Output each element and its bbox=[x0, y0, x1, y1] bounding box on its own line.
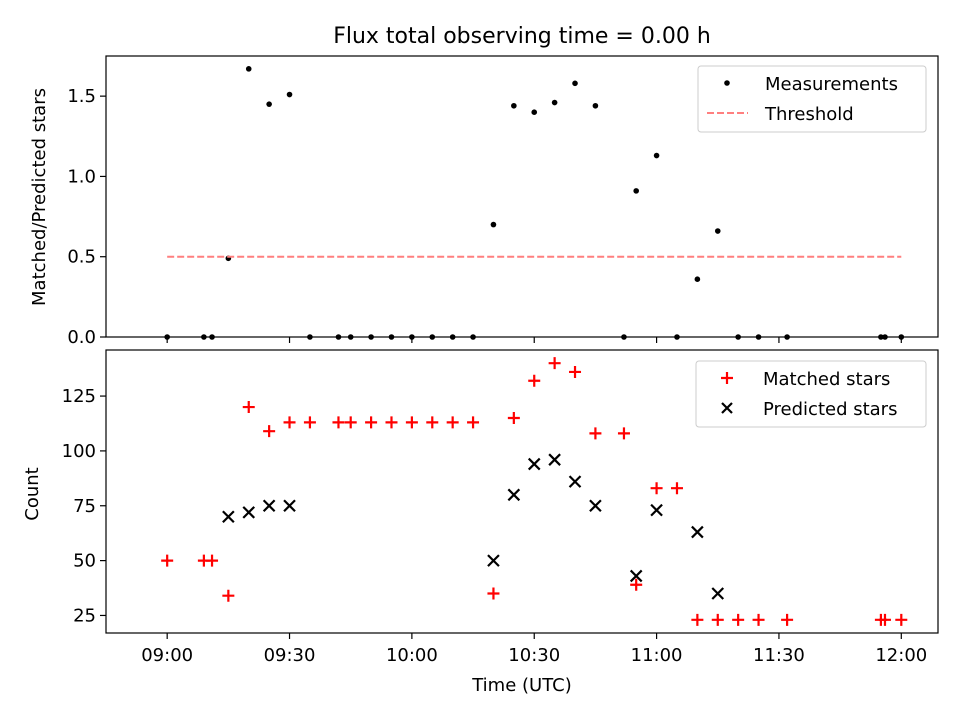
bottom-y-axis-label: Count bbox=[22, 467, 43, 520]
predicted-stars-point bbox=[548, 453, 561, 466]
matched-stars-point bbox=[630, 578, 643, 591]
measurements-point bbox=[266, 101, 272, 107]
predicted-stars-point bbox=[589, 499, 602, 513]
top-y-tick-label: 0.0 bbox=[67, 327, 96, 348]
x-tick-label: 09:00 bbox=[141, 645, 193, 666]
measurements-point bbox=[572, 80, 578, 87]
bottom-axes-frame bbox=[105, 349, 939, 634]
matched-stars-point bbox=[385, 416, 398, 429]
matched-stars-point bbox=[283, 416, 296, 429]
legend-measurements-label: Measurements bbox=[765, 74, 898, 95]
matched-stars-point bbox=[617, 427, 630, 440]
top-legend: Measurements Threshold bbox=[697, 65, 927, 133]
matched-stars-point bbox=[589, 427, 602, 440]
legend-matched-label: Matched stars bbox=[763, 369, 890, 390]
predicted-stars-point bbox=[242, 506, 256, 519]
measurements-point bbox=[531, 109, 538, 115]
bottom-y-tick-label: 75 bbox=[73, 496, 96, 517]
bottom-legend-box bbox=[695, 360, 927, 428]
matched-stars-point bbox=[487, 587, 500, 600]
matched-stars-point bbox=[161, 554, 174, 567]
matched-stars-point bbox=[263, 425, 276, 438]
top-y-tick-label: 0.5 bbox=[67, 247, 96, 268]
matched-stars-point bbox=[878, 613, 891, 626]
top-y-axis-label: Matched/Predicted stars bbox=[29, 88, 50, 306]
measurements-point bbox=[694, 276, 701, 282]
bottom-legend: Matched stars Predicted stars bbox=[695, 360, 927, 428]
predicted-stars-point bbox=[222, 510, 235, 524]
bottom-y-tick-label: 125 bbox=[62, 386, 96, 407]
predicted-stars-point bbox=[711, 587, 725, 600]
top-y-tick-label: 1.0 bbox=[67, 166, 96, 187]
top-plot: 0.0 0.5 1.0 1.5 Matched/Predicted stars Mea… bbox=[29, 55, 939, 348]
matched-stars-point bbox=[895, 613, 908, 626]
measurements-point bbox=[245, 66, 252, 72]
predicted-stars-point bbox=[262, 499, 276, 513]
chart-title: Flux total observing time = 0.00 h bbox=[333, 24, 711, 49]
matched-stars-point bbox=[781, 613, 794, 626]
matched-stars-point bbox=[691, 613, 704, 626]
matched-stars-point bbox=[650, 482, 663, 495]
measurements-point bbox=[714, 228, 721, 234]
bottom-y-tick-label: 100 bbox=[62, 441, 96, 462]
predicted-stars-point bbox=[691, 525, 704, 539]
matched-stars-point bbox=[446, 416, 459, 429]
matched-stars-point bbox=[467, 416, 480, 429]
matched-stars-point bbox=[711, 613, 724, 626]
top-y-tick-label: 1.5 bbox=[67, 86, 96, 107]
x-tick-label: 10:00 bbox=[386, 645, 438, 666]
top-axis-ticks: 0.0 0.5 1.0 1.5 bbox=[67, 86, 902, 348]
legend-matched-marker bbox=[721, 372, 733, 384]
measurements-point bbox=[633, 188, 639, 194]
x-axis-label: Time (UTC) bbox=[471, 675, 572, 696]
measurements-point bbox=[286, 91, 293, 98]
top-data-layer bbox=[164, 66, 905, 340]
x-tick-label: 09:30 bbox=[264, 645, 316, 666]
legend-predicted-label: Predicted stars bbox=[763, 399, 897, 420]
bottom-plot: 09:00 09:30 10:00 10:30 11:00 11:30 12:00 25 50 7… bbox=[22, 349, 939, 696]
matched-stars-point bbox=[569, 365, 582, 378]
x-tick-label: 11:30 bbox=[753, 645, 805, 666]
matched-stars-point bbox=[752, 613, 765, 626]
top-axes-frame bbox=[105, 55, 939, 338]
matched-stars-point bbox=[242, 401, 255, 414]
matched-stars-point bbox=[222, 589, 235, 602]
matched-stars-point bbox=[365, 416, 378, 429]
measurements-point bbox=[592, 102, 599, 109]
matched-stars-point bbox=[303, 416, 316, 429]
matched-stars-point bbox=[548, 357, 561, 370]
predicted-stars-point bbox=[507, 488, 521, 502]
predicted-stars-point bbox=[527, 457, 541, 471]
legend-predicted-marker bbox=[721, 402, 733, 414]
x-tick-label: 12:00 bbox=[875, 645, 927, 666]
matched-stars-point bbox=[405, 416, 418, 429]
predicted-stars-point bbox=[283, 499, 296, 513]
measurements-point bbox=[653, 152, 660, 159]
matched-stars-point bbox=[732, 613, 745, 626]
predicted-stars-point bbox=[650, 503, 663, 517]
matched-stars-point bbox=[206, 554, 219, 567]
matched-stars-point bbox=[344, 416, 357, 429]
legend-threshold-label: Threshold bbox=[764, 104, 854, 125]
matched-stars-point bbox=[332, 416, 345, 429]
bottom-data-layer bbox=[161, 357, 908, 626]
matched-stars-point bbox=[670, 482, 683, 495]
x-tick-label: 11:00 bbox=[631, 645, 683, 666]
top-legend-box bbox=[697, 65, 927, 133]
bottom-y-tick-label: 25 bbox=[73, 605, 96, 626]
legend-measurements-marker bbox=[724, 80, 730, 86]
predicted-stars-point bbox=[487, 554, 500, 567]
measurements-point bbox=[551, 99, 558, 106]
predicted-stars-point bbox=[629, 569, 643, 583]
bottom-y-tick-label: 50 bbox=[73, 551, 96, 572]
predicted-stars-point bbox=[568, 475, 582, 488]
measurements-point bbox=[490, 221, 497, 228]
x-tick-label: 10:30 bbox=[508, 645, 560, 666]
bottom-axis-ticks: 09:00 09:30 10:00 10:30 11:00 11:30 12:00 25 50 7… bbox=[62, 386, 928, 666]
measurements-point bbox=[511, 102, 517, 109]
matched-stars-point bbox=[507, 412, 520, 425]
matched-stars-point bbox=[528, 374, 541, 387]
matched-stars-point bbox=[426, 416, 439, 429]
